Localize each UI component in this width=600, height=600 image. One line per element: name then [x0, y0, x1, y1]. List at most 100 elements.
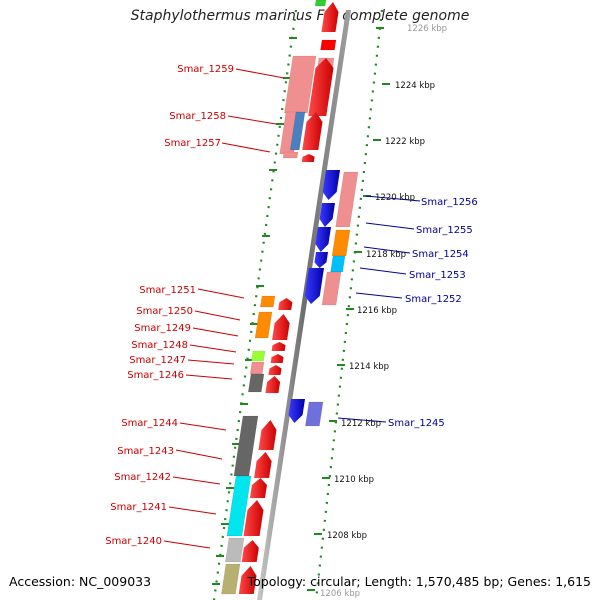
scale-label: 1208 kbp: [327, 531, 367, 541]
cog-box: [330, 255, 346, 273]
label-leader-line: [187, 359, 235, 365]
label-leader-line: [194, 310, 241, 321]
label-leader-line: [163, 540, 211, 549]
cog-box: [284, 55, 317, 114]
label-leader-line: [192, 327, 239, 337]
gene-label[interactable]: Smar_1247: [129, 355, 186, 366]
gene-label[interactable]: Smar_1250: [136, 306, 193, 317]
label-leader-line: [189, 344, 237, 353]
scale-label: 1210 kbp: [334, 475, 374, 485]
gene-label[interactable]: Smar_1241: [110, 502, 167, 513]
forward-cds-arrow: [258, 420, 277, 450]
forward-cds-arrow: [278, 298, 293, 310]
forward-cds-arrow: [243, 500, 264, 536]
forward-cds-arrow: [301, 154, 315, 162]
scale-label: 1226 kbp: [407, 24, 447, 34]
accession-text: Accession: NC_009033: [9, 574, 152, 589]
label-leader-line: [221, 142, 271, 153]
backbone: [257, 10, 351, 600]
cog-box: [305, 401, 324, 427]
label-leader-line: [365, 222, 415, 230]
gene-label[interactable]: Smar_1251: [139, 285, 196, 296]
gene-label[interactable]: Smar_1240: [105, 536, 162, 547]
gene-label[interactable]: Smar_1244: [121, 418, 178, 429]
gene-label[interactable]: Smar_1242: [114, 472, 171, 483]
cog-box: [254, 311, 273, 339]
reverse-cds-arrow: [288, 399, 305, 423]
forward-cds-arrow: [271, 342, 286, 351]
gene-label[interactable]: Smar_1259: [177, 64, 234, 75]
reverse-cds-arrow: [314, 252, 328, 268]
gene-label[interactable]: Smar_1248: [131, 340, 188, 351]
cog-box: [233, 415, 259, 477]
cog-box: [247, 373, 265, 393]
label-leader-line: [227, 115, 277, 125]
genome-summary: Topology: circular; Length: 1,570,485 bp…: [247, 574, 591, 589]
scale-label: 1212 kbp: [341, 419, 381, 429]
gene-features: [221, 0, 359, 595]
tick-marks: [212, 27, 390, 591]
cog-box: [251, 350, 266, 362]
forward-cds-arrow: [320, 39, 337, 51]
forward-cds-arrow: [238, 566, 257, 594]
forward-cds-arrow: [268, 365, 282, 375]
cog-box: [314, 0, 327, 7]
reverse-cds-arrow: [315, 227, 331, 252]
gene-label[interactable]: Smar_1253: [409, 270, 466, 281]
gene-label[interactable]: Smar_1245: [388, 418, 445, 429]
forward-cds-arrow: [265, 376, 281, 393]
scale-label: 1222 kbp: [385, 137, 425, 147]
map-title: Staphylothermus marinus F1, complete gen…: [130, 8, 470, 24]
cog-box: [282, 151, 299, 159]
cog-box: [331, 229, 351, 257]
label-leader-line: [179, 422, 227, 431]
gene-label[interactable]: Smar_1246: [127, 370, 184, 381]
forward-cds-arrow: [254, 452, 272, 478]
label-leader-line: [235, 68, 285, 79]
label-leader-line: [363, 246, 411, 254]
scale-label: 1216 kbp: [357, 306, 397, 316]
label-leader-line: [359, 267, 407, 275]
gene-label[interactable]: Smar_1252: [405, 294, 462, 305]
scale-label: 1206 kbp: [320, 589, 360, 599]
forward-cds-arrow: [302, 112, 323, 150]
inner-dotted-ring: [212, 9, 298, 600]
reverse-cds-arrow: [304, 268, 324, 304]
cog-box: [260, 295, 276, 308]
gene-label[interactable]: Smar_1249: [134, 323, 191, 334]
cog-box: [289, 111, 306, 151]
gene-label[interactable]: Smar_1254: [412, 249, 469, 260]
gene-label[interactable]: Smar_1258: [169, 111, 226, 122]
label-leader-line: [337, 417, 387, 423]
label-leader-line: [175, 449, 223, 460]
cog-box: [221, 563, 241, 595]
forward-cds-arrow: [270, 354, 284, 363]
label-leader-line: [355, 292, 403, 299]
label-leader-line: [168, 506, 217, 515]
forward-cds-arrow: [308, 58, 334, 116]
scale-label: 1220 kbp: [375, 193, 415, 203]
label-leaders: [163, 68, 421, 549]
label-leader-line: [365, 195, 421, 202]
forward-cds-arrow: [321, 2, 339, 32]
label-leader-line: [172, 476, 221, 485]
cog-box: [321, 271, 342, 306]
gene-label[interactable]: Smar_1257: [164, 138, 221, 149]
forward-cds-arrow: [272, 314, 290, 340]
label-leader-line: [197, 288, 245, 299]
forward-cds-arrow: [241, 540, 259, 562]
cog-box: [226, 475, 252, 537]
gene-label[interactable]: Smar_1256: [421, 197, 478, 208]
gene-label[interactable]: Smar_1243: [117, 446, 174, 457]
gene-label[interactable]: Smar_1255: [416, 225, 473, 236]
cog-box: [335, 171, 359, 228]
reverse-cds-arrow: [319, 203, 335, 227]
cog-box: [225, 537, 245, 563]
scale-label: 1214 kbp: [349, 362, 389, 372]
scale-label: 1224 kbp: [395, 81, 435, 91]
label-leader-line: [185, 374, 233, 380]
scale-label: 1218 kbp: [366, 250, 406, 260]
forward-cds-arrow: [249, 478, 267, 498]
reverse-cds-arrow: [322, 170, 340, 200]
